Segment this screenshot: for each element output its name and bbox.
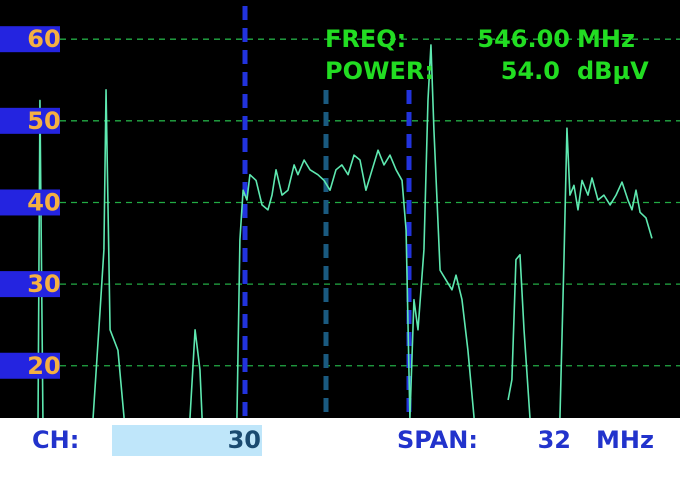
plot-area (0, 0, 680, 418)
span-unit: MHz (596, 426, 654, 454)
y-tick-box (0, 189, 60, 216)
y-tick-label: 60 (27, 25, 60, 53)
ch-field[interactable] (112, 425, 262, 456)
y-tick-box (0, 26, 60, 53)
y-tick-box (0, 107, 60, 134)
span-label: SPAN: (397, 426, 478, 454)
freq-unit: MHz (577, 25, 635, 53)
y-tick-box (0, 271, 60, 298)
ch-value[interactable]: 30 (228, 426, 261, 454)
span-value: 32 (538, 426, 571, 454)
power-unit: dBµV (577, 57, 649, 85)
spectrum-trace (37, 44, 653, 418)
y-tick-box (0, 352, 60, 379)
freq-label: FREQ: (325, 25, 406, 53)
power-value: 54.0 (501, 57, 560, 85)
y-tick-label: 50 (27, 107, 60, 135)
freq-value: 546.00 (477, 25, 570, 53)
ch-label: CH: (32, 426, 79, 454)
y-tick-label: 40 (27, 188, 60, 216)
y-tick-label: 30 (27, 270, 60, 298)
status-bar (0, 418, 680, 480)
power-label: POWER: (325, 57, 434, 85)
y-tick-label: 20 (27, 352, 60, 380)
